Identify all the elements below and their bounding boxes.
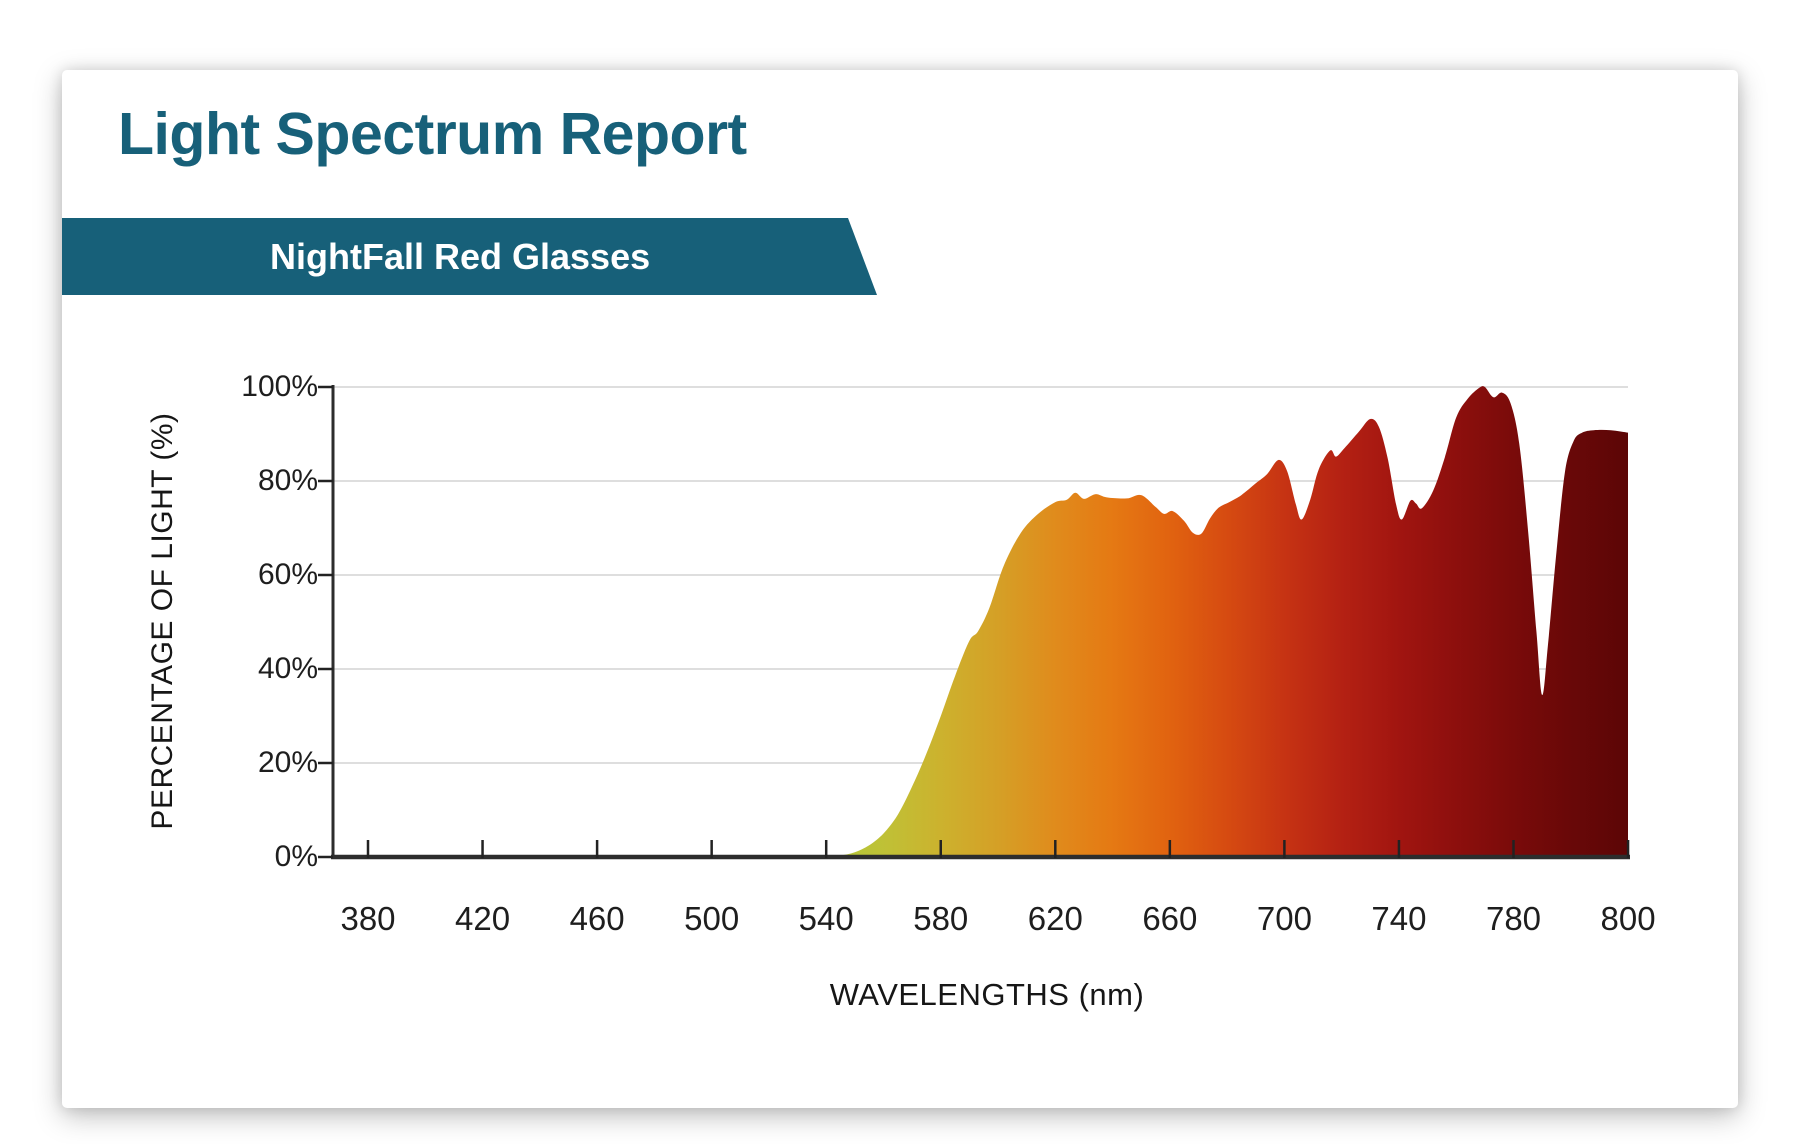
x-tick-label: 780 bbox=[1485, 900, 1542, 937]
axis-spines bbox=[331, 385, 1630, 860]
x-tick-label: 460 bbox=[569, 900, 625, 937]
x-tick-label: 700 bbox=[1256, 900, 1312, 937]
x-axis-title: WAVELENGTHS (nm) bbox=[829, 977, 1145, 1012]
y-tick-label: 80% bbox=[257, 464, 318, 497]
x-tick-label: 540 bbox=[798, 900, 854, 937]
y-tick-label: 40% bbox=[257, 652, 318, 685]
y-tick-label: 100% bbox=[241, 370, 318, 403]
x-tick-label: 620 bbox=[1027, 900, 1083, 937]
subtitle-banner: NightFall Red Glasses bbox=[62, 218, 877, 295]
x-tick-label: 740 bbox=[1371, 900, 1427, 937]
y-tick-label: 60% bbox=[257, 558, 318, 591]
y-axis-ticks bbox=[318, 385, 333, 859]
spectrum-area bbox=[333, 386, 1628, 858]
x-tick-label: 660 bbox=[1142, 900, 1198, 937]
y-axis-title: PERCENTAGE OF LIGHT (%) bbox=[146, 412, 179, 830]
x-tick-label: 380 bbox=[340, 900, 396, 937]
y-tick-label: 20% bbox=[257, 746, 318, 779]
x-tick-label: 500 bbox=[684, 900, 740, 937]
subtitle-banner-label: NightFall Red Glasses bbox=[270, 235, 651, 277]
x-axis-ticks bbox=[366, 840, 1630, 858]
x-tick-label: 420 bbox=[455, 900, 511, 937]
y-tick-label: 0% bbox=[274, 840, 318, 873]
x-tick-label: 580 bbox=[913, 900, 969, 937]
page-title: Light Spectrum Report bbox=[118, 101, 747, 167]
x-tick-label: 800 bbox=[1600, 900, 1656, 937]
